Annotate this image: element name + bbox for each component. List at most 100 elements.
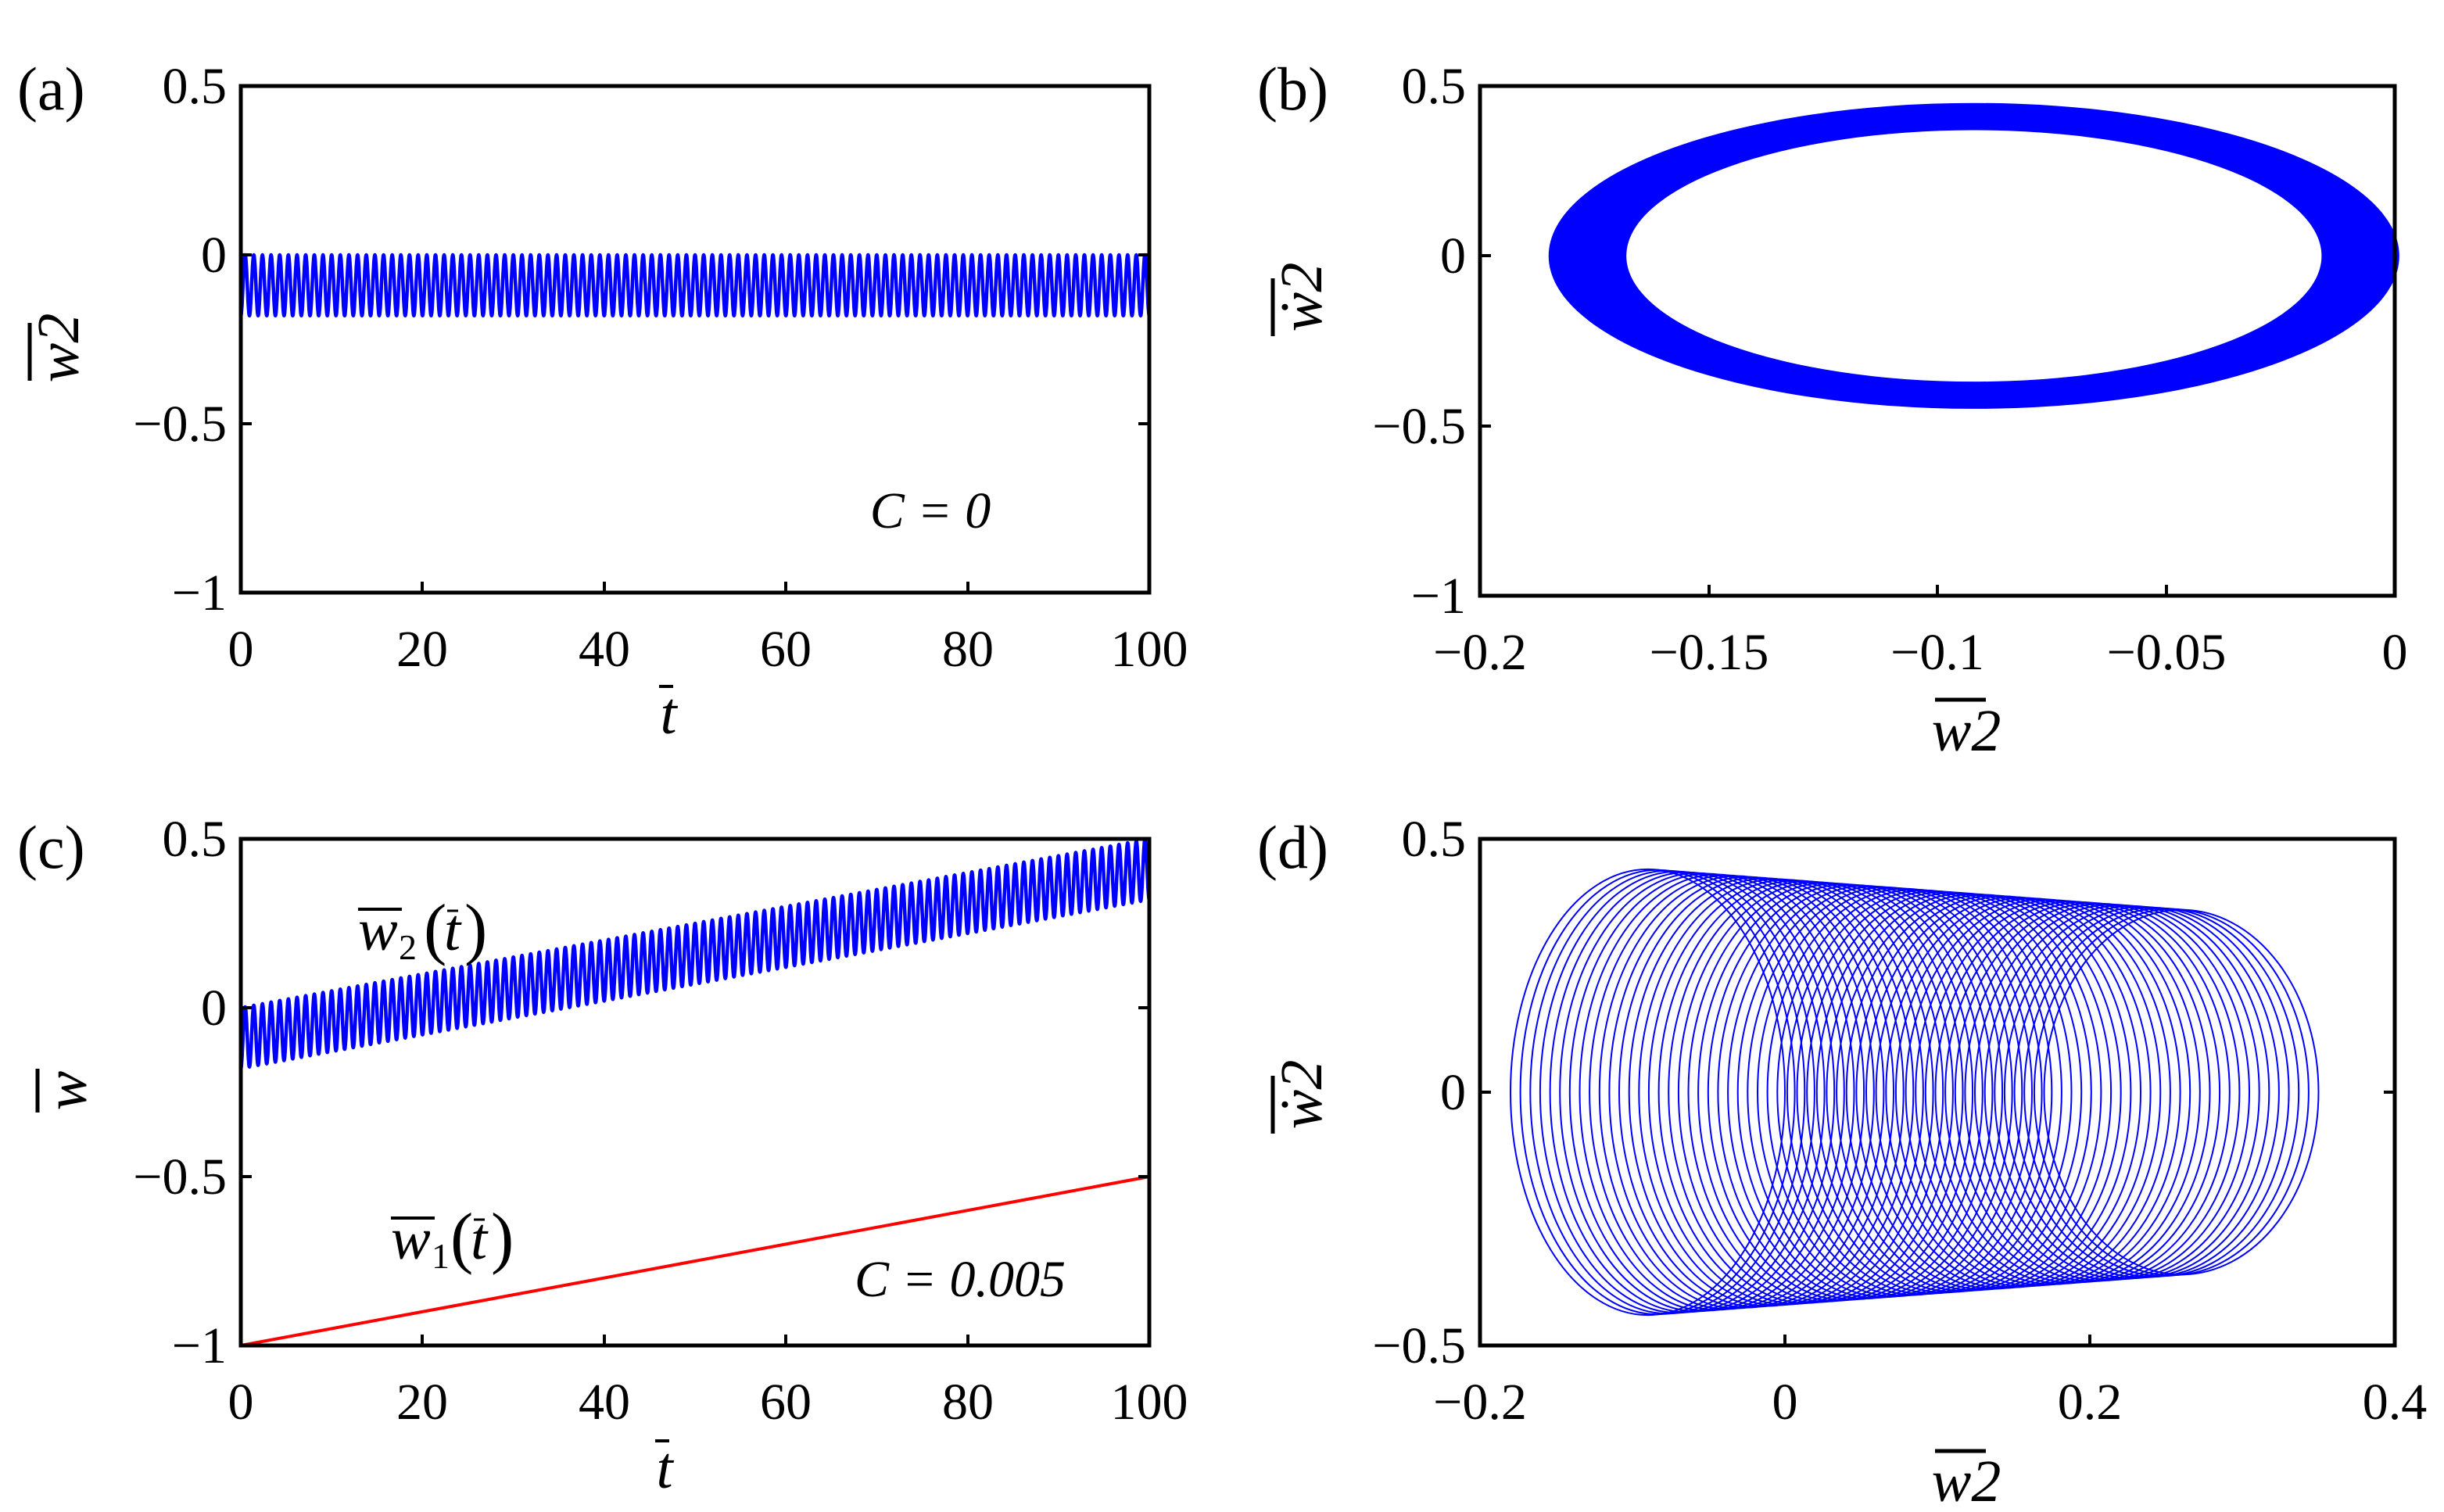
panel-c-w1-label: w 1 ( t ) (391, 1200, 514, 1276)
panel-c-annotation: C = 0.005 (855, 1251, 1066, 1308)
panel-a-xtick: 100 (1111, 621, 1188, 678)
panel-d-orbit-loop (1786, 889, 2062, 1295)
panel-d-orbit-loop (1806, 890, 2083, 1294)
panel-d-orbit-loop (1727, 885, 2004, 1299)
panel-c-y-ticks: 0.5 0 −0.5 −1 (133, 811, 1149, 1374)
svg-text:2: 2 (399, 927, 417, 967)
panel-b-ytick: −0.5 (1372, 398, 1466, 455)
panel-d-orbit-loop (1747, 886, 2023, 1299)
panel-d-orbit-loop (1736, 886, 2013, 1299)
panel-c-ytick: 0.5 (163, 811, 228, 868)
panel-d-xtick: 0.4 (2363, 1374, 2428, 1431)
panel-d-orbit-loop (1647, 879, 1924, 1306)
panel-c-w2-label: w 2 ( t ) (358, 891, 487, 967)
panel-a-annotation: C = 0 (870, 482, 991, 539)
panel-d-orbit-loop (1687, 882, 1964, 1302)
panel-a-series-w2-t- (239, 253, 1151, 318)
panel-d-orbit-loop (1628, 877, 1905, 1307)
panel-d-orbit-loop (1579, 873, 1855, 1311)
panel-d-orbit-loop (2033, 908, 2310, 1277)
panel-c-ytick: −0.5 (133, 1148, 227, 1206)
panel-a-ytick: 0 (201, 227, 227, 284)
panel-d-orbit-loop (1539, 870, 1815, 1314)
panel-d-orbit-loop (1934, 901, 2211, 1284)
panel-a-xtick: 80 (942, 621, 994, 678)
panel-b-ytick: −1 (1411, 568, 1466, 625)
panel-d-orbit-loop (1915, 899, 2191, 1285)
panel-b-x-label: w2 (1932, 697, 2001, 764)
svg-text:w2: w2 (26, 314, 91, 383)
panel-b-xtick: −0.15 (1650, 624, 1769, 681)
panel-a-y-label: w2 (26, 314, 91, 383)
panel-d-ytick: −0.5 (1372, 1317, 1466, 1374)
panel-d-ytick: 0 (1440, 1064, 1466, 1121)
panel-d-orbit-loop (1638, 878, 1915, 1306)
panel-d-orbit-loop (1707, 883, 1984, 1301)
panel-d-orbit-loop (1865, 895, 2141, 1289)
panel-d-orbit-loop (1697, 883, 1974, 1302)
panel-d-orbit-loop (1549, 871, 1826, 1313)
panel-d-orbit-loop (1677, 881, 1954, 1303)
panel-a-ytick: −0.5 (133, 396, 227, 453)
panel-d-orbit-loop (1984, 905, 2260, 1280)
panel-c-series-w1-t- (240, 1175, 1150, 1347)
panel-d-orbit-loop (1826, 892, 2102, 1292)
panel-b-ytick: 0.5 (1402, 58, 1467, 115)
panel-d-orbit-loop (1717, 884, 1994, 1300)
panel-d-orbit-loop (1559, 872, 1836, 1313)
panel-d-orbit-loop (2013, 906, 2290, 1278)
panel-c-xtick: 20 (396, 1374, 448, 1431)
panel-b-x-ticks: −0.2 −0.15 −0.1 −0.05 0 (1433, 585, 2408, 681)
panel-a: (a) 0.5 0 −0.5 −1 0 20 40 60 80 100 (17, 55, 1188, 747)
panel-d-orbit-loop (1964, 903, 2241, 1281)
panel-b-xtick: −0.1 (1890, 624, 1984, 681)
panel-b: (b) 0.5 0 −0.5 −1 −0.2 −0.15 −0.1 −0.05 … (1257, 55, 2408, 764)
panel-d-orbit-loop (2003, 905, 2280, 1279)
panel-c-xtick: 60 (760, 1374, 812, 1431)
panel-b-plot-area (1478, 84, 2399, 598)
panel-d-plot-area (1478, 837, 2397, 1348)
panel-c-ytick: −1 (172, 1317, 227, 1374)
svg-text:1: 1 (432, 1236, 450, 1276)
panel-d-orbit-loop (1894, 898, 2171, 1287)
panel-d-orbit-loop (1766, 887, 2043, 1297)
panel-d-orbit-loop (1776, 888, 2053, 1296)
panel-d-orbit-loop (1836, 893, 2113, 1292)
panel-a-x-label: t (659, 681, 678, 747)
panel-d-orbit-loop (1510, 868, 1786, 1317)
panel-d-orbit-loop (1589, 874, 1865, 1310)
svg-text:t: t (444, 898, 462, 963)
panel-c-series-w2-t- (238, 837, 1151, 1070)
svg-text:t: t (660, 681, 678, 747)
svg-text:w: w (358, 898, 398, 963)
panel-a-frame (238, 84, 1152, 595)
panel-b-y-ticks: 0.5 0 −0.5 −1 (1372, 58, 1491, 625)
svg-text:w2: w2 (1932, 1449, 2001, 1512)
panel-c-xtick: 40 (579, 1374, 630, 1431)
panel-d-xtick: 0 (1772, 1374, 1798, 1431)
panel-d-ytick: 0.5 (1402, 811, 1467, 868)
panel-a-plot-area (238, 84, 1152, 595)
panel-d-x-label: w2 (1932, 1449, 2001, 1512)
panel-d-orbit-loop (1954, 902, 2231, 1282)
svg-text:t: t (471, 1206, 489, 1272)
panel-d-orbit-loop (1855, 894, 2132, 1290)
panel-b-y-label: ẇ2 (1269, 263, 1335, 336)
panel-c-ytick: 0 (201, 980, 227, 1037)
svg-text:w: w (34, 1070, 99, 1110)
panel-b-ytick: 0 (1440, 228, 1466, 285)
panel-d-orbit-loop (1944, 901, 2221, 1283)
panel-c-x-label: t (655, 1435, 674, 1501)
svg-text:): ) (464, 891, 487, 967)
panel-c-plot-area (238, 837, 1152, 1348)
panel-b-series-phase-orbit (1548, 102, 2399, 409)
panel-d-orbit-loop (1529, 869, 1806, 1315)
panel-d-orbit-loop (1657, 880, 1934, 1305)
panel-d-y-ticks: 0.5 0 −0.5 (1372, 811, 2395, 1374)
svg-text:w: w (391, 1206, 431, 1272)
panel-d-orbit-loop (2043, 908, 2320, 1276)
panel-d: (d) 0.5 0 −0.5 −0.2 0 0.2 0.4 w2 ẇ2 (1257, 811, 2427, 1512)
panel-d-orbit-loop (1845, 894, 2122, 1291)
panel-d-x-ticks: −0.2 0 0.2 0.4 (1433, 1335, 2427, 1431)
